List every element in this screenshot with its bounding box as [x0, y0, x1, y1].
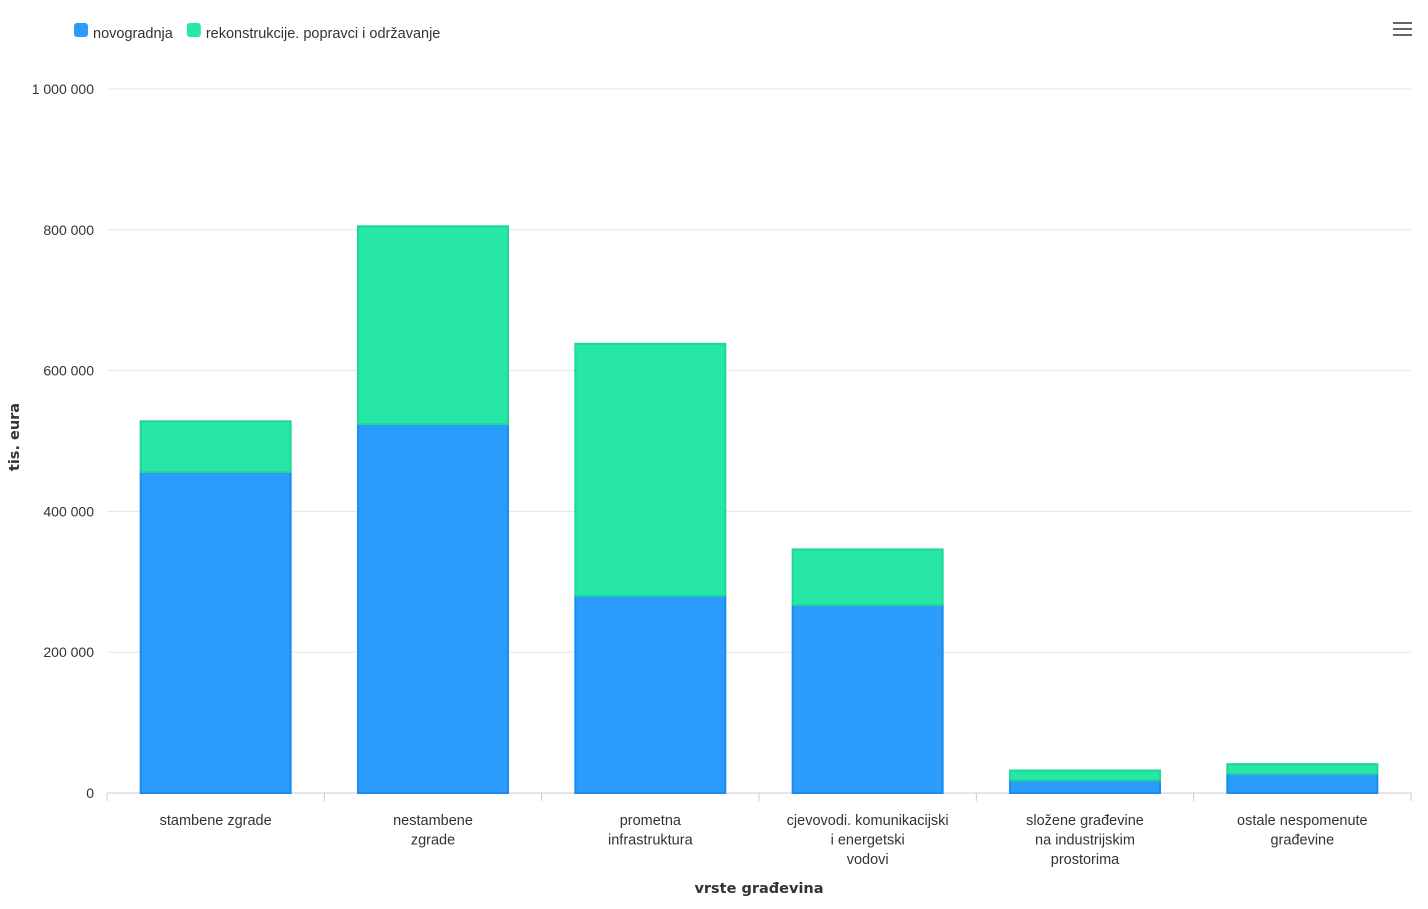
y-axis-title: tis. eura [7, 403, 23, 471]
x-axis-title: vrste građevina [694, 881, 823, 897]
y-tick-label: 600 000 [43, 363, 94, 379]
x-category-label: infrastruktura [608, 833, 694, 849]
x-category-label: složene građevine [1026, 813, 1144, 829]
x-category-label: na industrijskim [1035, 833, 1135, 849]
x-axis: stambene zgrade nestambene zgrade prometna i… [106, 793, 1412, 868]
bar-rekonstrukcije-1[interactable] [357, 225, 509, 426]
bar-rekonstrukcije-5[interactable] [1226, 763, 1379, 775]
x-category-label: stambene zgrade [160, 813, 272, 829]
legend-swatch-1[interactable] [186, 23, 201, 37]
x-category-label: cjevovodi. komunikacijski [787, 813, 949, 829]
bar-novogradnja-4[interactable] [1009, 779, 1161, 795]
x-category-label: vodovi [847, 852, 889, 868]
y-tick-label: 200 000 [43, 644, 94, 660]
bar-novogradnja-1[interactable] [357, 423, 509, 794]
legend-label-0[interactable]: novogradnja [93, 26, 174, 42]
bar-rekonstrukcije-2[interactable] [574, 342, 727, 597]
bar-rekonstrukcije-3[interactable] [791, 548, 944, 607]
y-tick-label: 800 000 [43, 222, 94, 238]
y-axis: 0 200 000 400 000 600 000 800 000 1 000 000 [32, 81, 95, 801]
grid-lines [107, 88, 1411, 794]
x-category-label: ostale nespomenute [1237, 813, 1368, 829]
legend-swatch-0[interactable] [74, 23, 88, 37]
bar-rekonstrukcije-0[interactable] [139, 420, 292, 473]
x-category-label: i energetski [831, 833, 905, 849]
x-category-label: zgrade [411, 833, 455, 849]
bar-novogradnja-5[interactable] [1226, 772, 1379, 795]
y-tick-label: 400 000 [43, 503, 94, 519]
legend-label-1[interactable]: rekonstrukcije. popravci i održavanje [206, 26, 441, 42]
bar-novogradnja-0[interactable] [139, 470, 292, 794]
bar-rekonstrukcije-4[interactable] [1009, 769, 1161, 782]
y-tick-label: 0 [86, 785, 94, 801]
x-category-label: prostorima [1051, 852, 1120, 868]
x-category-label: građevine [1270, 833, 1334, 849]
bar-novogradnja-3[interactable] [791, 604, 944, 794]
x-category-label: nestambene [393, 813, 473, 829]
bars [139, 225, 1379, 795]
hamburger-menu-icon[interactable] [1384, 16, 1420, 44]
y-tick-label: 1 000 000 [32, 81, 94, 97]
legend: novogradnja rekonstrukcije. popravci i od… [74, 23, 440, 42]
bar-novogradnja-2[interactable] [574, 594, 727, 794]
x-category-label: prometna [620, 813, 682, 829]
